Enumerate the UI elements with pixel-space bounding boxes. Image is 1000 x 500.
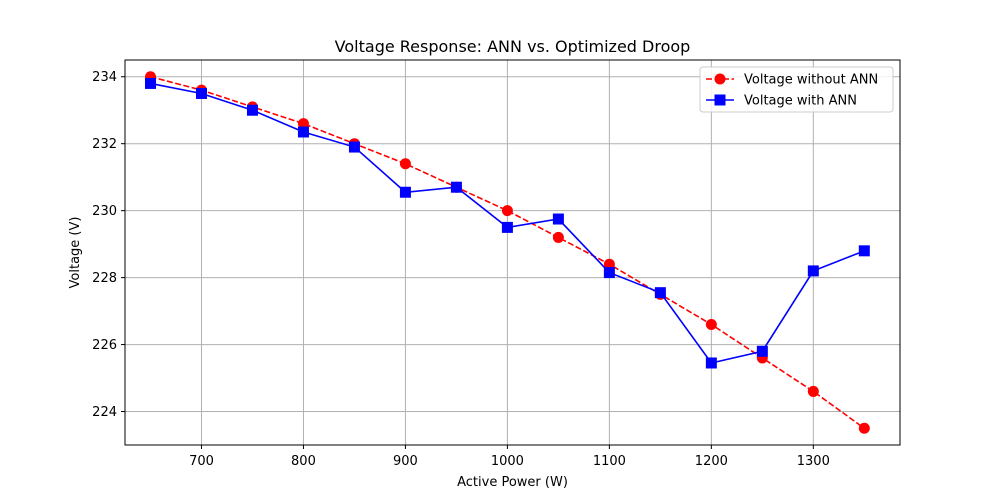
data-point bbox=[399, 186, 411, 198]
data-point bbox=[705, 318, 717, 330]
data-point bbox=[807, 265, 819, 277]
y-tick-label: 232 bbox=[92, 137, 117, 152]
data-point bbox=[297, 126, 309, 138]
data-point bbox=[501, 221, 513, 233]
data-point bbox=[348, 141, 360, 153]
data-point bbox=[603, 267, 615, 279]
series-line-0 bbox=[150, 75, 865, 429]
y-tick-label: 228 bbox=[92, 271, 117, 286]
x-tick-label: 1200 bbox=[695, 454, 728, 469]
data-point bbox=[858, 245, 870, 257]
data-point bbox=[552, 231, 564, 243]
data-point bbox=[807, 385, 819, 397]
data-point bbox=[756, 345, 768, 357]
x-tick-label: 1000 bbox=[491, 454, 524, 469]
ticks: 700 800 900 1000 1100 1200 1300 224 226 228 230 232… bbox=[92, 70, 830, 469]
x-tick-label: 800 bbox=[291, 454, 316, 469]
legend: Voltage without ANN Voltage with ANN bbox=[699, 66, 894, 113]
data-point bbox=[246, 104, 258, 116]
y-tick-label: 224 bbox=[92, 405, 117, 420]
x-tick-label: 1100 bbox=[593, 454, 626, 469]
data-point bbox=[858, 422, 870, 434]
data-point bbox=[552, 213, 564, 225]
plot-frame bbox=[124, 59, 901, 446]
series-group bbox=[144, 71, 870, 434]
y-tick-label: 230 bbox=[92, 204, 117, 219]
x-tick-label: 700 bbox=[189, 454, 214, 469]
legend-label: Voltage without ANN bbox=[744, 73, 878, 88]
y-axis-label: Voltage (V) bbox=[68, 217, 83, 289]
data-point bbox=[705, 357, 717, 369]
legend-marker bbox=[714, 94, 726, 106]
legend-box bbox=[699, 66, 894, 113]
y-tick-label: 234 bbox=[92, 70, 117, 85]
x-tick-label: 1300 bbox=[797, 454, 830, 469]
data-point bbox=[195, 87, 207, 99]
chart-title: Voltage Response: ANN vs. Optimized Droo… bbox=[335, 37, 691, 56]
data-point bbox=[399, 158, 411, 170]
data-point bbox=[297, 118, 309, 130]
x-tick-label: 900 bbox=[393, 454, 418, 469]
data-point bbox=[654, 287, 666, 299]
data-point bbox=[450, 181, 462, 193]
data-point bbox=[144, 77, 156, 89]
y-tick-label: 226 bbox=[92, 338, 117, 353]
x-axis-label: Active Power (W) bbox=[457, 475, 568, 490]
legend-marker bbox=[714, 73, 726, 85]
data-point bbox=[501, 205, 513, 217]
legend-label: Voltage with ANN bbox=[744, 94, 857, 109]
data-point bbox=[603, 258, 615, 270]
